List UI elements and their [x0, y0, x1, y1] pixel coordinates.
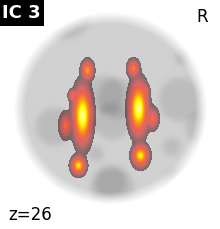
Text: IC 3: IC 3: [2, 4, 41, 22]
Text: z=26: z=26: [8, 206, 52, 224]
Text: R: R: [196, 8, 208, 26]
